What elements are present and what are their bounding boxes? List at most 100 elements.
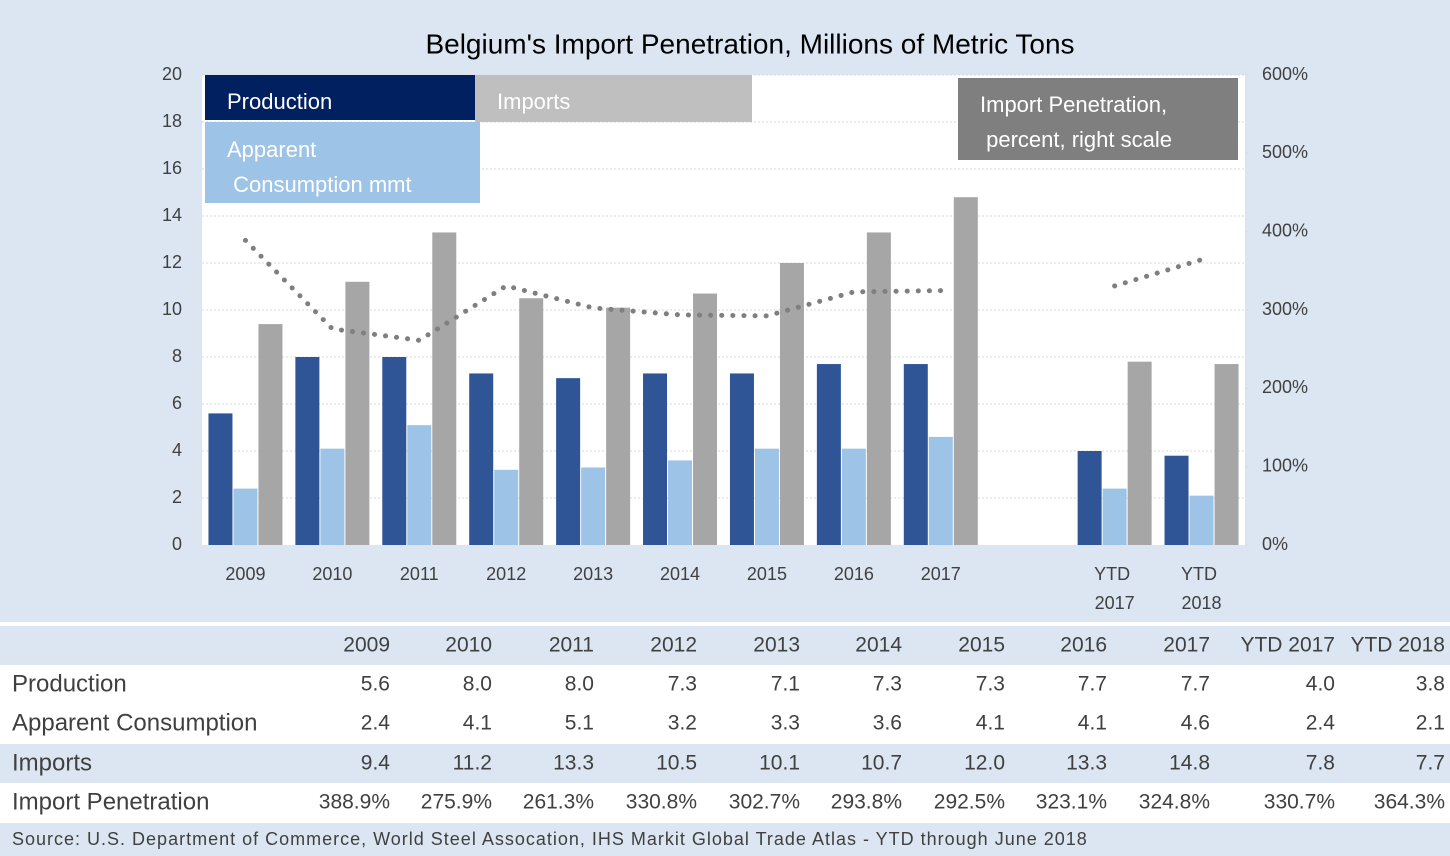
bar	[816, 364, 841, 545]
bar	[1189, 495, 1214, 545]
bar	[320, 448, 345, 545]
table-header: 2009	[343, 634, 390, 657]
table-row-bg	[0, 744, 1450, 784]
bar	[729, 373, 754, 545]
y-tick-label: 18	[162, 111, 182, 131]
table-header: YTD 2017	[1240, 634, 1335, 657]
legend-box	[475, 75, 752, 122]
table-header: 2013	[753, 634, 800, 657]
table-row-label: Imports	[12, 749, 92, 776]
y-tick-label: 2	[172, 487, 182, 507]
table-cell: 5.6	[361, 673, 390, 696]
bar	[345, 281, 370, 545]
y2-tick-label: 200%	[1262, 377, 1308, 397]
table-cell: 275.9%	[421, 791, 492, 814]
x-tick-label: 2012	[486, 564, 526, 584]
bar	[643, 373, 668, 545]
bar	[494, 469, 519, 545]
table-cell: 4.1	[1078, 712, 1107, 735]
line-series	[1112, 257, 1205, 289]
table-cell: 4.1	[463, 712, 492, 735]
table-cell: 330.8%	[626, 791, 697, 814]
bar	[953, 197, 978, 545]
table-cell: 292.5%	[934, 791, 1005, 814]
table-cell: 7.3	[668, 673, 697, 696]
table-cell: 2.1	[1416, 712, 1445, 735]
table-header: 2012	[650, 634, 697, 657]
y-tick-label: 16	[162, 158, 182, 178]
table-cell: 2.4	[361, 712, 391, 735]
legend-box	[205, 122, 480, 203]
x-tick-label: YTD 2018	[1181, 564, 1222, 613]
table-cell: 8.0	[463, 673, 492, 696]
table-row-bg	[0, 665, 1450, 705]
bar	[407, 425, 432, 545]
x-tick-label: 2017	[921, 564, 961, 584]
bar	[556, 378, 581, 545]
bar	[841, 448, 866, 545]
bar	[1077, 451, 1102, 545]
legend-label: Import Penetration, percent, right scale	[980, 92, 1172, 152]
legend-box	[205, 75, 475, 120]
y-tick-label: 8	[172, 346, 182, 366]
y2-tick-label: 400%	[1262, 220, 1308, 240]
legend-label: Imports	[497, 89, 570, 114]
table-cell: 7.1	[771, 673, 800, 696]
table-cell: 324.8%	[1139, 791, 1210, 814]
table-cell: 11.2	[453, 752, 492, 775]
table-cell: 8.0	[565, 673, 594, 696]
table-row-bg	[0, 783, 1450, 823]
bar	[668, 460, 693, 545]
table-row-bg	[0, 626, 1450, 666]
table-cell: 302.7%	[729, 791, 800, 814]
table-header: 2017	[1163, 634, 1210, 657]
y-tick-label: 14	[162, 205, 182, 225]
table-header: 2014	[855, 634, 902, 657]
x-tick-label: 2014	[660, 564, 700, 584]
table-cell: 10.5	[656, 752, 697, 775]
bar	[258, 324, 283, 545]
table-cell: 3.8	[1416, 673, 1445, 696]
legend-label: Apparent Consumption mmt	[227, 137, 412, 197]
x-tick-label: YTD 2017	[1094, 564, 1135, 613]
table-cell: 388.9%	[319, 791, 390, 814]
y-tick-label: 20	[162, 64, 182, 84]
table-cell: 3.3	[771, 712, 800, 735]
bar	[1127, 361, 1152, 545]
bar	[469, 373, 494, 545]
table-header: YTD 2018	[1350, 634, 1445, 657]
table-cell: 364.3%	[1374, 791, 1445, 814]
x-tick-label: 2011	[400, 564, 439, 584]
bar	[1102, 488, 1127, 545]
table-cell: 4.6	[1181, 712, 1210, 735]
x-tick-label: 2015	[747, 564, 787, 584]
table-cell: 330.7%	[1264, 791, 1335, 814]
bar	[1214, 364, 1239, 545]
y2-tick-label: 100%	[1262, 455, 1308, 475]
table-cell: 14.8	[1169, 752, 1210, 775]
bar	[693, 293, 718, 545]
y2-tick-label: 300%	[1262, 299, 1308, 319]
x-tick-label: 2013	[573, 564, 613, 584]
table-cell: 10.1	[759, 752, 800, 775]
table-cell: 7.3	[873, 673, 902, 696]
y2-tick-label: 0%	[1262, 534, 1288, 554]
table-cell: 4.0	[1306, 673, 1335, 696]
y-tick-label: 4	[172, 440, 182, 460]
y2-tick-label: 600%	[1262, 64, 1308, 84]
table-cell: 323.1%	[1036, 791, 1107, 814]
bar	[519, 298, 544, 545]
table-cell: 7.7	[1078, 673, 1107, 696]
table-cell: 12.0	[964, 752, 1005, 775]
bar	[208, 413, 233, 545]
y-tick-label: 10	[162, 299, 182, 319]
table-header: 2011	[549, 634, 594, 657]
bar	[295, 357, 320, 545]
table-cell: 7.7	[1181, 673, 1210, 696]
source-bg	[0, 823, 1450, 856]
table-row-bg	[0, 704, 1450, 744]
y2-tick-label: 500%	[1262, 142, 1308, 162]
table-header: 2010	[445, 634, 492, 657]
table-cell: 5.1	[565, 712, 594, 735]
